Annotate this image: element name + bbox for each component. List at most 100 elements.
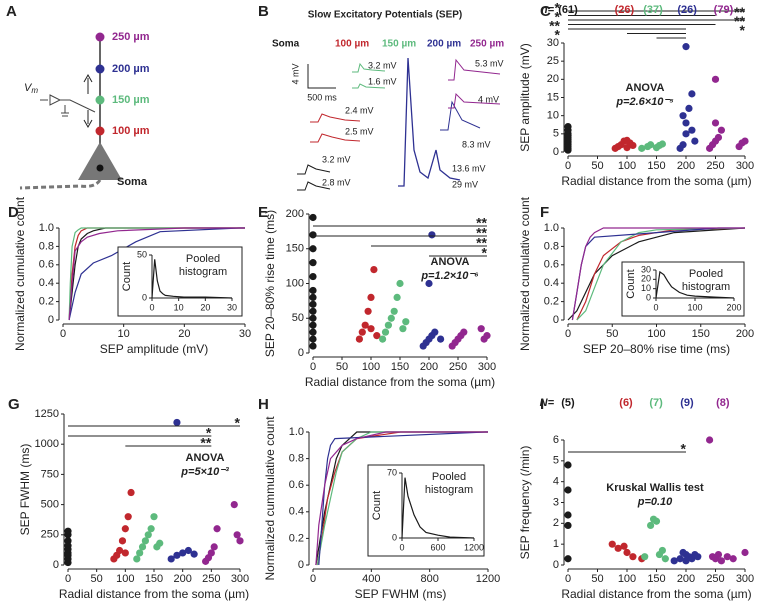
y-tick-label: 6 — [553, 434, 559, 446]
y-tick-label: 1000 — [35, 438, 59, 450]
data-point — [483, 332, 491, 340]
data-point — [399, 325, 407, 333]
data-point — [144, 531, 152, 539]
inset-title-box: Pooled histogram — [682, 268, 730, 293]
series-line — [655, 270, 735, 299]
data-point — [179, 549, 187, 557]
data-point — [361, 321, 369, 329]
y-axis-label: SEP frequency (/min) — [518, 446, 532, 560]
data-point — [717, 126, 726, 134]
panel-label: B — [258, 3, 269, 20]
inset-title-box: Pooled histogram — [179, 253, 227, 278]
x-axis-label: Radial distance from the soma (µm) — [305, 375, 495, 389]
x-tick-label: 20 — [200, 302, 210, 312]
scale-label: 4 mV — [290, 63, 300, 84]
trace-label: 4 mV — [478, 94, 499, 104]
y-tick-label: 1.0 — [39, 222, 54, 234]
data-point — [309, 259, 317, 267]
data-point — [309, 286, 317, 295]
data-point — [564, 511, 572, 519]
data-point — [564, 122, 572, 131]
x-tick-label: 100 — [647, 328, 665, 340]
panel-label: C — [540, 3, 551, 20]
x-tick-label: 200 — [726, 302, 741, 312]
soma-label: Soma — [117, 176, 148, 188]
series-line — [571, 227, 745, 321]
data-point — [393, 293, 401, 301]
data-point — [190, 550, 198, 558]
data-point — [477, 325, 485, 333]
data-point — [121, 525, 129, 533]
count-label: (5) — [561, 397, 575, 409]
data-point — [309, 245, 317, 253]
electrode-sub: m — [31, 86, 38, 95]
x-tick-label: 150 — [647, 573, 665, 585]
y-tick-label: 15 — [547, 91, 559, 103]
panel-label: I — [540, 396, 544, 413]
y-axis-label: Normalized cumulative count — [518, 196, 532, 351]
data-point — [173, 551, 181, 559]
inset-frame — [367, 464, 485, 557]
count-label: (8) — [716, 397, 730, 409]
data-point — [564, 461, 572, 469]
count-label: (37) — [643, 4, 663, 16]
trace-label: 3.2 mV — [322, 154, 351, 164]
y-tick-label: 70 — [387, 467, 397, 477]
data-point — [741, 137, 749, 145]
x-tick-label: 50 — [591, 160, 603, 172]
data-point — [629, 553, 637, 561]
significance-label: ** — [549, 18, 560, 34]
data-point — [358, 328, 366, 336]
data-point — [676, 555, 684, 563]
legend-label: 150 µm — [382, 39, 416, 50]
data-point — [355, 335, 363, 343]
y-tick-label: 0.6 — [289, 479, 304, 491]
count-label: (26) — [615, 4, 635, 16]
data-point — [652, 517, 661, 525]
x-tick-label: 200 — [736, 328, 754, 340]
inset-y-label: Count — [371, 491, 383, 520]
data-point — [714, 133, 723, 142]
y-tick-label: 0 — [392, 532, 397, 542]
panel-label: G — [8, 396, 20, 413]
data-point — [691, 137, 699, 145]
inset-frame — [621, 261, 745, 317]
data-point — [679, 141, 687, 149]
x-tick-label: 1200 — [476, 573, 500, 585]
stat-test: ANOVA — [626, 82, 665, 94]
data-point — [309, 314, 317, 322]
x-tick-label: 100 — [618, 573, 636, 585]
panel-label: D — [8, 204, 19, 221]
count-label: (26) — [677, 4, 697, 16]
x-tick-label: 0 — [65, 573, 71, 585]
y-tick-label: 0.8 — [544, 240, 559, 252]
data-point — [173, 418, 181, 427]
data-point — [431, 328, 439, 336]
x-tick-label: 250 — [706, 573, 724, 585]
trace-label: 13.6 mV — [452, 163, 486, 173]
y-tick-label: 1.0 — [544, 222, 559, 234]
data-point — [711, 119, 720, 127]
significance-label: ** — [476, 215, 487, 231]
y-tick-label: 500 — [41, 499, 59, 511]
data-point — [638, 144, 646, 152]
data-point — [309, 272, 317, 281]
data-point — [647, 141, 655, 149]
data-point — [64, 527, 72, 535]
data-point — [207, 549, 215, 557]
y-tick-label: 10 — [641, 283, 651, 293]
significance-label: * — [482, 245, 488, 261]
x-tick-label: 30 — [239, 328, 251, 340]
data-point — [156, 539, 164, 547]
site-label: 250 µm — [112, 31, 150, 43]
significance-label: * — [235, 415, 241, 431]
data-point — [717, 557, 726, 565]
data-point — [133, 555, 141, 563]
data-point — [309, 342, 317, 350]
data-point — [711, 75, 720, 83]
data-point — [309, 321, 317, 329]
data-point — [150, 513, 158, 521]
x-tick-label: 250 — [449, 361, 467, 373]
significance-label: * — [555, 27, 561, 43]
p-value: p=5×10⁻³ — [180, 466, 229, 478]
